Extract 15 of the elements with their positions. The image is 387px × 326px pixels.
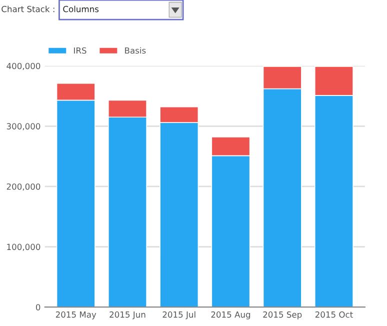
x-tick-label: 2015 Jul [162, 311, 196, 320]
text: Columns [63, 6, 99, 12]
y-tick-label: 300,000 [6, 123, 40, 130]
x-tick-label: 2015 Aug [211, 311, 250, 320]
legend-label: IRS [74, 47, 86, 54]
x-tick-label: 2015 Oct [315, 311, 353, 318]
text: Chart Stack : [2, 6, 54, 12]
y-tick-label: 200,000 [6, 183, 40, 191]
legend-label: Basis [125, 47, 146, 54]
x-tick-label: 2015 Jun [110, 311, 146, 320]
x-tick-label: 2015 May [56, 311, 96, 320]
y-tick-label: 100,000 [7, 244, 40, 251]
y-tick-label: 0 [36, 304, 40, 310]
x-tick-label: 2015 Sep [263, 311, 302, 320]
y-tick-label: 400,000 [6, 62, 40, 70]
